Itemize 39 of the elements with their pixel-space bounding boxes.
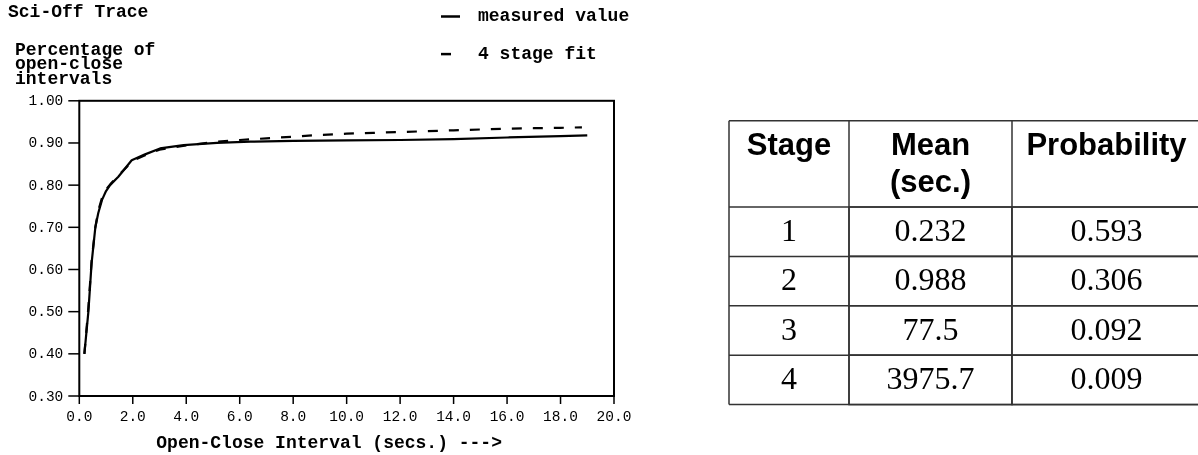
x-tick-label: 20.0: [596, 409, 632, 425]
x-tick-label: 4.0: [173, 409, 200, 425]
data-label: 0.593: [1070, 211, 1143, 248]
x-tick-label: 10.0: [329, 409, 365, 425]
x-tick-label: Probability: [1026, 127, 1188, 162]
y-tick-label: 1.00: [28, 93, 64, 110]
y-axis-title: Percentage of open-close intervals: [15, 39, 156, 89]
y-tick-label: 0.80: [28, 177, 64, 194]
x-tick-label: 2.0: [119, 409, 146, 425]
legend-label: 4 stage fit: [478, 43, 597, 64]
y-tick-label: 2: [781, 261, 797, 298]
x-tick-label: 6.0: [226, 409, 253, 425]
x-tick-label: 0.0: [66, 409, 93, 425]
x-tick-label: 12.0: [382, 409, 418, 425]
data-label: 0.009: [1070, 359, 1143, 396]
x-tick-label: Mean (sec.): [890, 127, 971, 199]
chart-title: Sci-Off Trace: [8, 2, 149, 22]
x-tick-label: 18.0: [543, 409, 578, 425]
data-label: 3975.7: [886, 359, 975, 396]
data-label: 0.232: [894, 211, 967, 248]
data-label: 0.306: [1070, 261, 1143, 298]
legend-label: measured value: [478, 6, 630, 26]
data-label: 0.988: [894, 261, 967, 298]
y-tick-label: 4: [781, 359, 797, 396]
y-axis-title: Stage: [746, 127, 832, 162]
y-tick-label: 0.70: [28, 219, 64, 236]
y-tick-label: 0.30: [28, 388, 64, 405]
x-axis-title: Open-Close Interval (secs.) --->: [156, 433, 502, 453]
x-tick-label: 8.0: [280, 409, 307, 425]
x-tick-label: 16.0: [489, 409, 525, 425]
y-tick-label: 0.40: [28, 346, 64, 363]
y-tick-label: 3: [781, 310, 797, 347]
data-label: 0.092: [1070, 310, 1143, 347]
y-tick-label: 0.90: [28, 135, 64, 152]
data-label: 77.5: [902, 310, 959, 347]
y-tick-label: 0.60: [28, 261, 64, 278]
y-tick-label: 1: [781, 211, 797, 248]
y-tick-label: 0.50: [28, 304, 64, 321]
x-tick-label: 14.0: [436, 409, 471, 425]
